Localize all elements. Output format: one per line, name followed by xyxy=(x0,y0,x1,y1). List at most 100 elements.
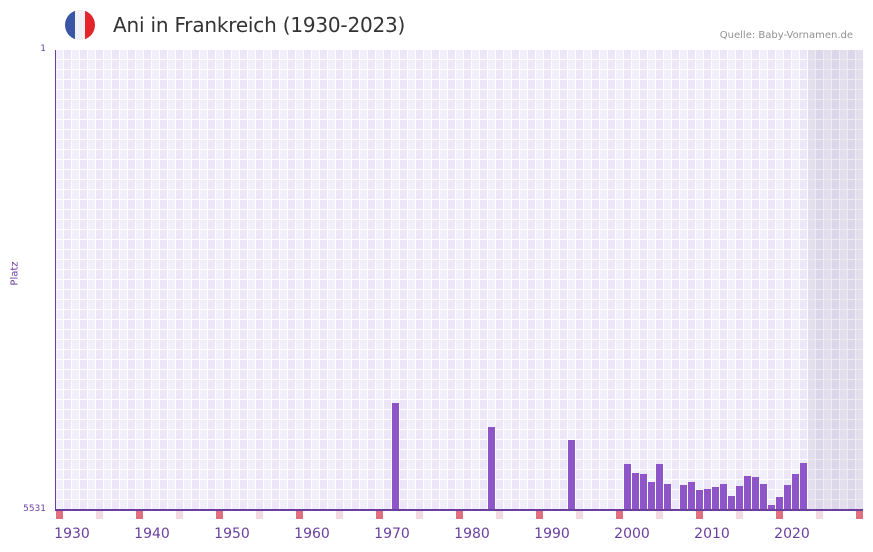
bar-1992[interactable] xyxy=(568,440,575,510)
grid-cell xyxy=(232,440,239,449)
grid-cell xyxy=(432,350,439,359)
grid-cell xyxy=(648,60,655,69)
grid-cell xyxy=(648,390,655,399)
grid-cell xyxy=(776,230,783,239)
grid-cell xyxy=(248,60,255,69)
grid-cell xyxy=(752,290,759,299)
grid-cell xyxy=(512,50,519,59)
bar-2002[interactable] xyxy=(648,482,655,510)
grid-cell xyxy=(496,430,503,439)
grid-cell xyxy=(856,430,863,439)
grid-cell xyxy=(376,70,383,79)
grid-cell xyxy=(568,80,575,89)
bar-2015[interactable] xyxy=(752,477,759,510)
grid-cell xyxy=(792,60,799,69)
grid-cell xyxy=(128,170,135,179)
bar-2016[interactable] xyxy=(760,484,767,510)
grid-cell xyxy=(200,70,207,79)
bar-2010[interactable] xyxy=(712,487,719,510)
bar-2001[interactable] xyxy=(640,474,647,510)
bar-2004[interactable] xyxy=(664,484,671,510)
bar-1982[interactable] xyxy=(488,427,495,510)
grid-cell xyxy=(640,370,647,379)
bar-2011[interactable] xyxy=(720,484,727,510)
grid-cell xyxy=(344,200,351,209)
grid-cell xyxy=(624,290,631,299)
grid-cell xyxy=(200,150,207,159)
bar-2017[interactable] xyxy=(768,505,775,510)
grid-cell xyxy=(240,310,247,319)
grid-cell xyxy=(464,290,471,299)
bar-2018[interactable] xyxy=(776,497,783,510)
grid-cell xyxy=(328,300,335,309)
bar-2012[interactable] xyxy=(728,496,735,510)
bar-2013[interactable] xyxy=(736,486,743,510)
grid-cell xyxy=(472,60,479,69)
grid-cell xyxy=(776,180,783,189)
bar-2009[interactable] xyxy=(704,489,711,510)
grid-cell xyxy=(592,470,599,479)
grid-cell xyxy=(752,350,759,359)
bar-1970[interactable] xyxy=(392,403,399,510)
grid-cell xyxy=(576,170,583,179)
bar-2020[interactable] xyxy=(792,474,799,510)
grid-cell xyxy=(720,140,727,149)
grid-cell xyxy=(664,340,671,349)
grid-cell xyxy=(240,430,247,439)
grid-cell xyxy=(240,480,247,489)
grid-cell xyxy=(88,290,95,299)
grid-cell xyxy=(736,380,743,389)
grid-cell xyxy=(616,320,623,329)
grid-cell xyxy=(304,440,311,449)
grid-cell xyxy=(480,280,487,289)
bar-2000[interactable] xyxy=(632,473,639,510)
grid-cell xyxy=(712,380,719,389)
grid-cell xyxy=(472,110,479,119)
grid-cell xyxy=(416,370,423,379)
grid-cell xyxy=(144,400,151,409)
grid-cell xyxy=(208,400,215,409)
bar-2006[interactable] xyxy=(680,485,687,510)
grid-cell xyxy=(696,400,703,409)
grid-cell xyxy=(568,100,575,109)
bar-2021[interactable] xyxy=(800,463,807,510)
grid-cell xyxy=(584,450,591,459)
bar-2007[interactable] xyxy=(688,482,695,510)
grid-cell xyxy=(552,360,559,369)
grid-cell xyxy=(856,280,863,289)
grid-cell xyxy=(72,60,79,69)
grid-cell xyxy=(688,200,695,209)
grid-cell xyxy=(464,140,471,149)
grid-cell xyxy=(560,110,567,119)
bar-2014[interactable] xyxy=(744,476,751,510)
bar-2003[interactable] xyxy=(656,464,663,510)
grid-cell xyxy=(728,300,735,309)
grid-cell xyxy=(632,420,639,429)
grid-cell xyxy=(184,240,191,249)
grid-cell xyxy=(840,170,847,179)
grid-cell xyxy=(384,280,391,289)
grid-cell xyxy=(336,440,343,449)
grid-cell xyxy=(504,320,511,329)
grid-cell xyxy=(848,340,855,349)
grid-cell xyxy=(456,440,463,449)
grid-cell xyxy=(768,320,775,329)
grid-cell xyxy=(80,150,87,159)
grid-cell xyxy=(232,380,239,389)
grid-cell xyxy=(760,180,767,189)
bar-2008[interactable] xyxy=(696,490,703,510)
bar-2019[interactable] xyxy=(784,485,791,510)
grid-cell xyxy=(528,140,535,149)
grid-cell xyxy=(672,180,679,189)
grid-cell xyxy=(152,140,159,149)
grid-cell xyxy=(384,330,391,339)
grid-cell xyxy=(832,280,839,289)
grid-cell xyxy=(472,330,479,339)
grid-cell xyxy=(96,90,103,99)
grid-cell xyxy=(800,300,807,309)
bar-1999[interactable] xyxy=(624,464,631,510)
grid-cell xyxy=(728,450,735,459)
grid-cell xyxy=(464,390,471,399)
grid-cell xyxy=(544,180,551,189)
grid-cell xyxy=(184,350,191,359)
